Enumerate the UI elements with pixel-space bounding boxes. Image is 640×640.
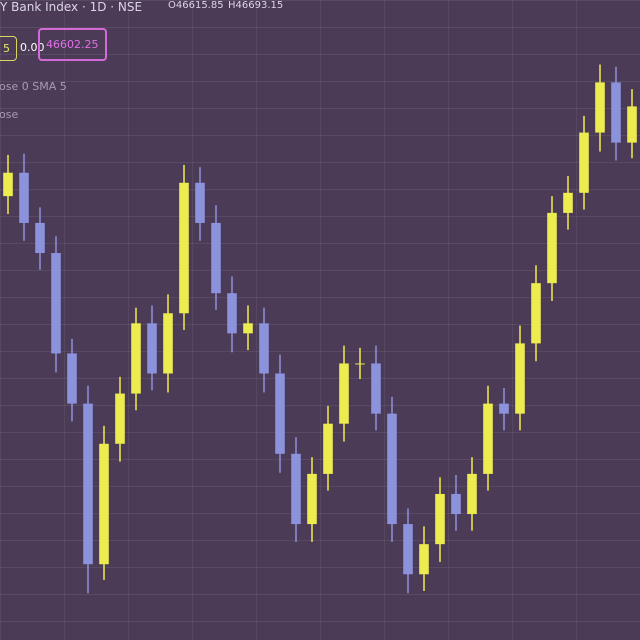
candle-body	[51, 253, 61, 354]
high-price: H46693.15	[228, 0, 284, 11]
candle-body	[483, 403, 493, 474]
symbol-title: Y Bank Index · 1D · NSE	[0, 0, 143, 14]
candle-body	[275, 373, 285, 454]
price-badge[interactable]: 46602.25	[38, 28, 107, 61]
candle-body	[419, 544, 429, 575]
candle-body	[595, 82, 605, 133]
candle-body	[339, 363, 349, 424]
badge[interactable]: 5	[0, 36, 17, 61]
candle-body	[227, 293, 237, 334]
candle-body	[355, 363, 365, 365]
candle-body	[323, 423, 333, 474]
candle-body	[19, 172, 29, 223]
candle-body	[467, 473, 477, 515]
candle-body	[515, 343, 525, 414]
candle-body	[3, 172, 13, 197]
candle-body	[547, 212, 557, 284]
candle-body	[291, 453, 301, 525]
candle-body	[307, 473, 317, 525]
candle-body	[163, 313, 173, 374]
candle-body	[499, 403, 509, 414]
candle-body	[147, 323, 157, 374]
candle-body	[387, 413, 397, 525]
open-price: O46615.85	[168, 0, 224, 11]
candle-body	[115, 393, 125, 444]
candle-body	[371, 363, 381, 414]
candle-body	[243, 323, 253, 334]
candle-body	[563, 192, 573, 213]
candle-body	[579, 132, 589, 193]
candle-body	[211, 222, 221, 294]
candle-body	[627, 106, 637, 143]
candle-body	[259, 323, 269, 374]
indicator-label: lose	[0, 108, 19, 121]
candle-body	[35, 222, 45, 254]
indicator-label: lose 0 SMA 5	[0, 80, 67, 93]
candle-body	[195, 182, 205, 223]
candle-body	[531, 283, 541, 344]
candle-body	[99, 443, 109, 565]
candle-body	[131, 323, 141, 394]
candle-body	[435, 493, 445, 545]
candle-body	[67, 353, 77, 404]
candle-body	[403, 524, 413, 575]
candle-body	[451, 493, 461, 515]
candle-body	[179, 182, 189, 314]
candle-body	[83, 403, 93, 565]
candle-body	[611, 82, 621, 143]
